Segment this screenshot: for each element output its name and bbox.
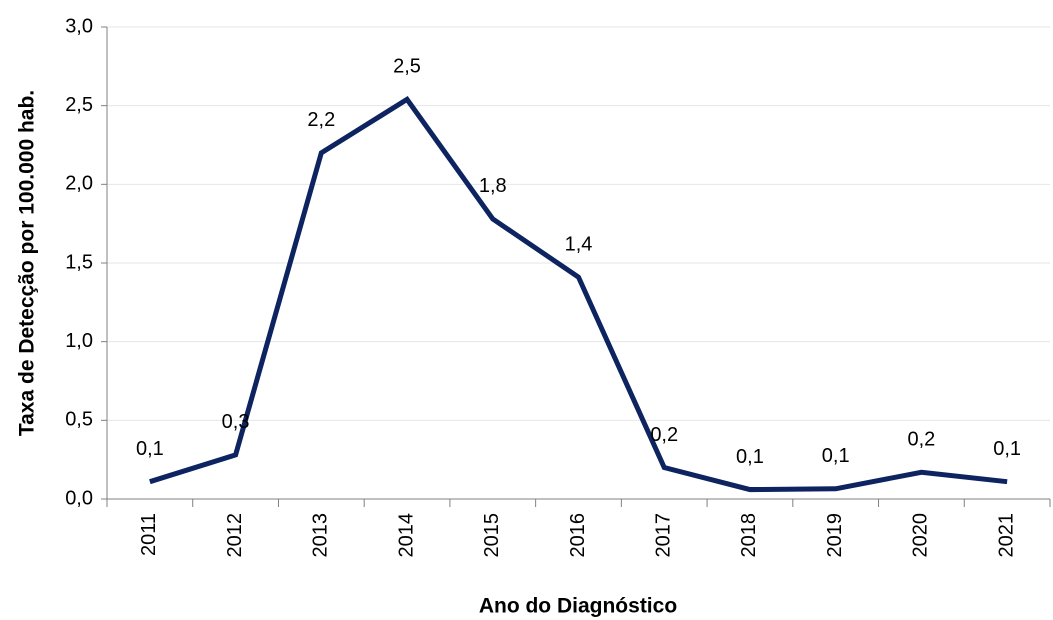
- x-axis-title: Ano do Diagnóstico: [479, 595, 677, 618]
- data-label: 0,1: [736, 446, 764, 468]
- x-tick-label: 2020: [910, 513, 932, 558]
- data-label: 1,4: [565, 233, 593, 255]
- y-tick-label: 1,0: [65, 330, 93, 352]
- y-tick-label: 3,0: [65, 15, 93, 37]
- x-tick-label: 2013: [310, 513, 332, 558]
- data-label: 2,5: [393, 56, 421, 78]
- x-tick-label: 2011: [138, 513, 160, 556]
- x-tick-label: 2019: [824, 513, 846, 558]
- x-tick-label: 2018: [738, 513, 760, 558]
- data-label: 0,2: [650, 424, 678, 446]
- data-label: 1,8: [479, 175, 507, 197]
- data-label: 0,1: [993, 438, 1021, 460]
- x-tick-label: 2015: [481, 513, 503, 558]
- data-label: 0,1: [822, 445, 850, 467]
- x-tick-label: 2014: [395, 513, 417, 558]
- line: [149, 96, 1008, 493]
- x-tick-label: 2012: [224, 513, 246, 558]
- x-tick-label: 2017: [653, 513, 675, 558]
- y-tick-label: 0,0: [65, 487, 93, 509]
- data-label: 0,1: [136, 438, 164, 460]
- y-tick-label: 0,5: [65, 409, 93, 431]
- data-label: 0,3: [222, 411, 250, 433]
- data-label: 0,2: [908, 429, 936, 451]
- y-axis-title: Taxa de Detecção por 100.000 hab.: [16, 90, 39, 436]
- y-tick-label: 1,5: [65, 251, 93, 273]
- x-tick-label: 2016: [567, 513, 589, 558]
- data-label: 2,2: [307, 109, 335, 131]
- y-tick-label: 2,5: [65, 94, 93, 116]
- y-tick-label: 2,0: [65, 173, 93, 195]
- x-tick-label: 2021: [995, 513, 1017, 558]
